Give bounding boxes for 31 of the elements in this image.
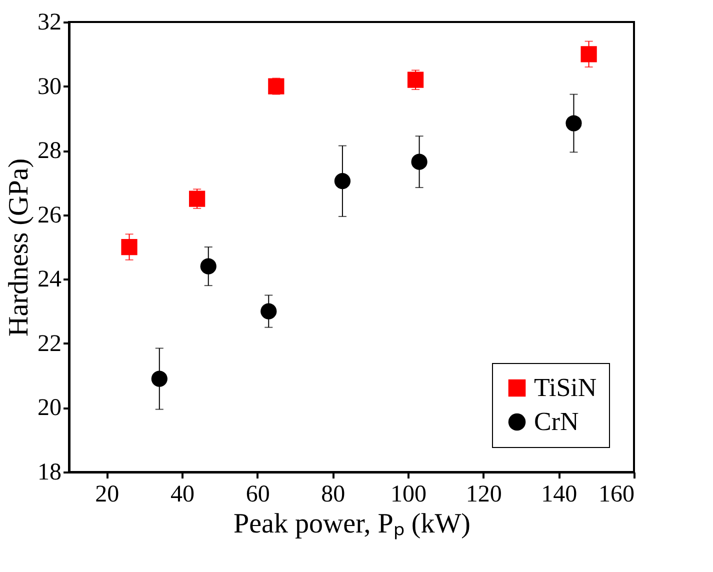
x-tick-label: 160	[598, 482, 634, 508]
y-tick-label: 18	[38, 460, 62, 486]
y-tick-label: 26	[38, 202, 62, 228]
y-axis-title: Hardness (GPa)	[4, 158, 34, 337]
y-tick-label: 22	[38, 330, 62, 357]
point	[407, 72, 424, 88]
x-tick-label: 100	[390, 482, 426, 508]
x-tick-label: 40	[170, 482, 194, 508]
point	[334, 173, 351, 190]
point	[121, 238, 138, 256]
point	[268, 78, 284, 94]
x-tick-label: 140	[541, 482, 578, 508]
point	[566, 115, 582, 132]
x-tick-label: 20	[95, 482, 120, 508]
x-tick-label: 60	[246, 482, 270, 508]
y-tick-label: 24	[38, 266, 62, 293]
x-axis-title: Peak power, Pₚ (kW)	[234, 508, 470, 540]
x-tick-label: 80	[321, 482, 346, 508]
y-tick-label: 28	[38, 138, 62, 164]
legend-label: TiSiN	[534, 373, 597, 402]
point	[411, 154, 428, 170]
point	[189, 190, 206, 207]
x-tick-label: 120	[466, 482, 502, 508]
y-tick-label: 20	[38, 395, 62, 422]
point	[200, 258, 216, 274]
legend-label: CrN	[534, 407, 579, 436]
point	[151, 370, 168, 387]
y-tick-label: 32	[38, 10, 62, 36]
point	[580, 46, 597, 62]
point	[260, 303, 277, 320]
y-tick-label: 30	[38, 74, 62, 100]
